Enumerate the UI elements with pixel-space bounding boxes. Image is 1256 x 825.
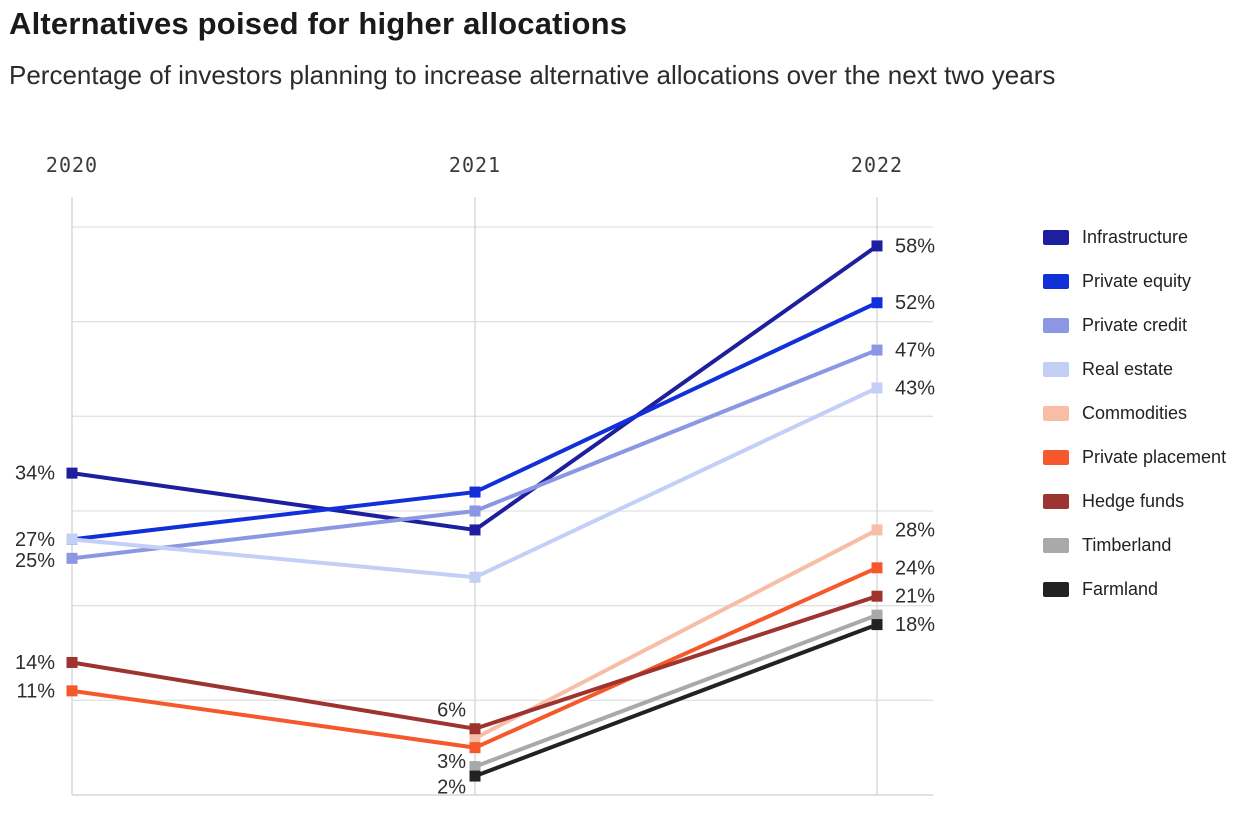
value-label: 6% — [437, 700, 466, 722]
data-point-private-credit — [871, 344, 883, 356]
value-label: 24% — [895, 557, 935, 579]
x-tick-label: 2022 — [851, 153, 903, 177]
x-tick-label: 2020 — [46, 153, 98, 177]
legend-item-commodities: Commodities — [1043, 391, 1226, 435]
data-point-infrastructure — [469, 524, 481, 536]
legend-swatch-icon — [1043, 317, 1069, 333]
value-label: 18% — [895, 614, 935, 636]
series-markers — [66, 240, 883, 782]
legend-label: Timberland — [1082, 534, 1172, 555]
chart-title: Alternatives poised for higher allocatio… — [9, 6, 628, 41]
legend-label: Hedge funds — [1082, 490, 1185, 511]
legend-item-infrastructure: Infrastructure — [1043, 215, 1226, 259]
value-label: 14% — [15, 652, 55, 674]
legend-swatch-icon — [1043, 229, 1069, 245]
legend-label: Private placement — [1082, 446, 1227, 467]
data-point-commodities — [469, 732, 481, 744]
data-point-hedge-funds — [66, 656, 78, 668]
legend-label: Private equity — [1082, 270, 1192, 291]
data-point-farmland — [469, 770, 481, 782]
legend-swatch-icon — [1043, 493, 1069, 509]
x-tick-label: 2021 — [449, 153, 501, 177]
gridlines — [71, 197, 933, 796]
value-label: 27% — [15, 529, 55, 551]
data-point-private-placement — [66, 685, 78, 697]
value-label: 21% — [895, 586, 935, 608]
data-point-hedge-funds — [871, 590, 883, 602]
legend-swatch-icon — [1043, 449, 1069, 465]
legend-item-private-equity: Private equity — [1043, 259, 1226, 303]
legend-swatch-icon — [1043, 361, 1069, 377]
value-label: 58% — [895, 235, 935, 257]
legend-swatch-icon — [1043, 581, 1069, 597]
value-label: 43% — [895, 377, 935, 399]
value-label: 11% — [16, 680, 55, 702]
value-label: 28% — [895, 519, 935, 541]
data-point-real-estate — [469, 571, 481, 583]
chart-subtitle: Percentage of investors planning to incr… — [9, 60, 1056, 90]
legend-item-real-estate: Real estate — [1043, 347, 1226, 391]
legend-label: Commodities — [1082, 402, 1188, 423]
data-point-real-estate — [66, 533, 78, 545]
data-point-commodities — [871, 524, 883, 536]
legend-item-private-credit: Private credit — [1043, 303, 1226, 347]
data-point-real-estate — [871, 382, 883, 394]
data-point-private-placement — [871, 562, 883, 574]
data-point-private-credit — [469, 505, 481, 517]
data-point-farmland — [871, 619, 883, 631]
value-label: 52% — [895, 292, 935, 314]
value-label: 3% — [437, 751, 466, 773]
legend-item-hedge-funds: Hedge funds — [1043, 479, 1226, 523]
value-label: 47% — [895, 340, 935, 362]
legend-item-farmland: Farmland — [1043, 567, 1226, 611]
data-point-infrastructure — [871, 240, 883, 252]
series-line-farmland — [474, 622, 878, 778]
legend-item-timberland: Timberland — [1043, 523, 1226, 567]
legend-swatch-icon — [1043, 537, 1069, 553]
legend-swatch-icon — [1043, 405, 1069, 421]
legend-label: Private credit — [1082, 314, 1188, 335]
legend-label: Real estate — [1082, 358, 1174, 379]
data-point-hedge-funds — [469, 723, 481, 735]
legend-item-private-placement: Private placement — [1043, 435, 1226, 479]
line-chart: 2020 2021 2022 34% 27%25% 14% 11% 6% 3% 2% 58% 52% 4… — [15, 153, 935, 799]
x-axis-labels: 2020 2021 2022 — [46, 153, 903, 177]
legend-swatch-icon — [1043, 273, 1069, 289]
value-label: 25% — [15, 550, 55, 572]
legend-label: Infrastructure — [1082, 226, 1189, 247]
data-point-private-equity — [871, 297, 883, 309]
data-point-private-credit — [66, 552, 78, 564]
chart-legend: Infrastructure Private equity Private cred… — [1043, 215, 1226, 611]
value-labels: 34% 27%25% 14% 11% 6% 3% 2% 58% 52% 47% 43% 28% 24% 2… — [15, 235, 935, 798]
data-point-infrastructure — [66, 467, 78, 479]
data-point-private-placement — [469, 742, 481, 754]
data-point-timberland — [871, 609, 883, 621]
legend-label: Farmland — [1082, 578, 1159, 599]
series-line-timberland — [474, 613, 878, 769]
data-point-private-equity — [469, 486, 481, 498]
value-label: 34% — [15, 463, 55, 485]
series-line-commodities — [474, 528, 878, 740]
data-point-timberland — [469, 761, 481, 773]
value-label: 2% — [437, 777, 466, 799]
